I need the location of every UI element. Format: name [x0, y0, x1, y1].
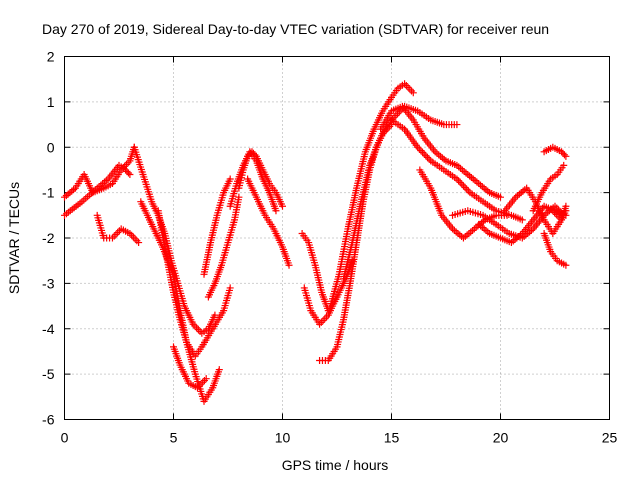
y-axis: -6 -5 -4 -3 -2 -1 0 1 2	[42, 49, 610, 428]
data-point	[226, 284, 234, 292]
satellite-track-25	[540, 143, 570, 160]
satellite-track-16	[326, 80, 417, 310]
data-point	[110, 232, 118, 240]
satellite-track-2	[61, 161, 134, 219]
y-tick-label: -6	[42, 412, 55, 428]
satellite-track-24	[529, 161, 568, 215]
x-axis-label: GPS time / hours	[282, 457, 389, 473]
data-point	[497, 193, 504, 201]
data-point	[562, 152, 570, 160]
satellite-track-8	[204, 193, 243, 301]
data-point	[420, 150, 428, 158]
data-point	[408, 87, 416, 95]
satellite-track-20	[416, 166, 511, 242]
satellite-track-7	[170, 343, 210, 392]
data-point	[560, 161, 568, 169]
data-point	[279, 202, 286, 210]
satellite-track-3	[93, 211, 143, 247]
data-point	[133, 237, 141, 245]
data-point	[419, 148, 427, 156]
data-point	[129, 233, 137, 241]
satellite-track-23	[501, 184, 570, 237]
data-point	[135, 239, 143, 247]
data-point	[503, 211, 511, 219]
data-point	[455, 177, 463, 185]
satellite-track-18	[377, 102, 504, 201]
data-point	[415, 145, 423, 153]
x-tick-label: 20	[493, 430, 509, 446]
data-point	[402, 82, 410, 90]
y-tick-label: -1	[42, 185, 55, 201]
data-point	[285, 261, 293, 269]
data-point	[211, 311, 219, 319]
data-point	[406, 85, 414, 93]
y-tick-label: 2	[47, 49, 55, 65]
data-point	[193, 324, 201, 332]
x-tick-label: 25	[602, 430, 618, 446]
x-tick-label: 15	[384, 430, 400, 446]
x-tick-label: 5	[170, 430, 178, 446]
data-point	[461, 184, 469, 192]
data-points	[61, 80, 570, 405]
data-point	[423, 153, 431, 161]
satellite-track-26	[540, 229, 570, 269]
data-point	[417, 147, 425, 155]
data-point	[124, 169, 132, 177]
chart-title: Day 270 of 2019, Sidereal Day-to-day VTE…	[42, 21, 549, 37]
data-point	[459, 182, 467, 190]
data-point	[199, 378, 207, 386]
data-point	[560, 151, 568, 159]
data-point	[348, 257, 356, 265]
satellite-track-1	[61, 143, 138, 201]
data-point	[422, 152, 430, 160]
data-point	[425, 155, 433, 163]
x-tick-label: 10	[275, 430, 291, 446]
satellite-track-9	[200, 175, 234, 278]
data-point	[272, 207, 280, 215]
data-point	[131, 235, 139, 243]
data-point	[115, 227, 123, 235]
y-axis-label: SDTVAR / TECUs	[6, 182, 22, 294]
data-point	[333, 293, 341, 301]
data-point	[453, 175, 461, 183]
y-tick-label: 0	[47, 139, 55, 155]
data-point	[456, 178, 464, 186]
data-point	[226, 175, 234, 183]
data-point	[200, 376, 208, 384]
data-point	[414, 143, 422, 151]
data-point	[518, 216, 526, 224]
data-point	[453, 121, 461, 129]
y-tick-label: -2	[42, 230, 55, 246]
data-point	[562, 261, 570, 269]
data-point	[215, 366, 223, 374]
data-point	[458, 180, 466, 188]
satellite-track-6	[154, 207, 234, 360]
satellite-track-13	[298, 229, 356, 315]
data-point	[235, 193, 243, 201]
data-point	[463, 185, 471, 193]
satellite-track-27	[549, 202, 570, 224]
y-tick-label: -4	[42, 321, 55, 337]
y-tick-label: -3	[42, 275, 55, 291]
grid	[64, 56, 610, 420]
data-point	[562, 202, 570, 210]
data-point	[112, 230, 120, 238]
y-tick-label: 1	[47, 94, 55, 110]
data-point	[202, 375, 210, 383]
y-tick-label: -5	[42, 366, 55, 382]
x-tick-label: 0	[61, 430, 69, 446]
data-point	[321, 315, 329, 323]
data-point	[126, 170, 134, 178]
data-point	[464, 187, 472, 195]
x-axis: 0 5 10 15 20 25	[61, 56, 618, 446]
satellite-track-12	[244, 175, 293, 269]
data-point	[409, 89, 417, 97]
satellite-track-11	[226, 148, 280, 215]
data-point	[319, 317, 327, 325]
